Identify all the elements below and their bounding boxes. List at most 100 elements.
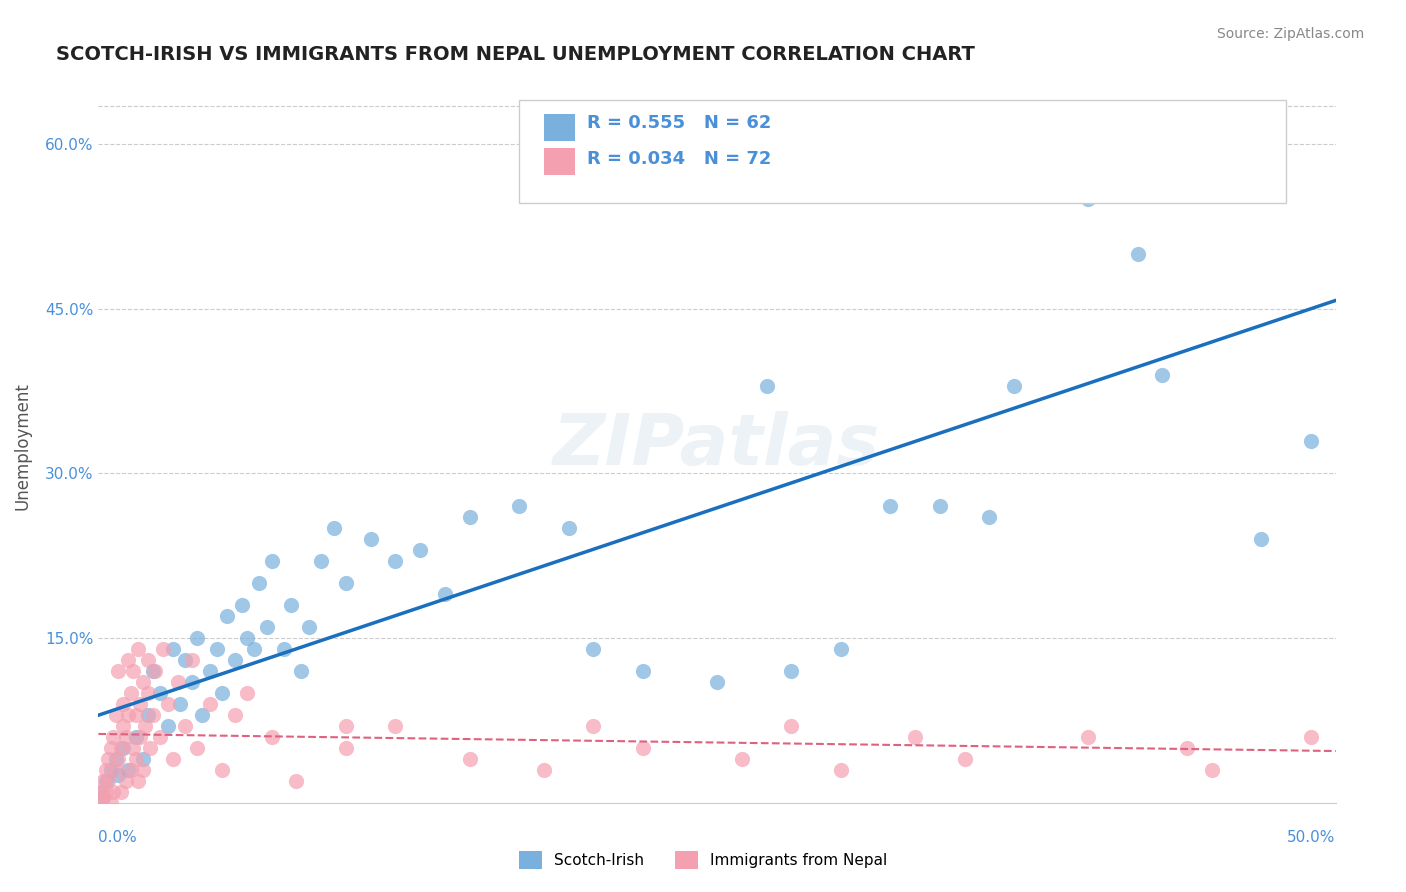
Point	[631, 740, 654, 755]
Point	[156, 697, 179, 711]
Point	[100, 763, 122, 777]
Point	[104, 708, 127, 723]
Point	[211, 763, 233, 777]
Text: SCOTCH-IRISH VS IMMIGRANTS FROM NEPAL UNEMPLOYMENT CORRELATION CHART: SCOTCH-IRISH VS IMMIGRANTS FROM NEPAL UN…	[56, 45, 976, 63]
Point	[731, 752, 754, 766]
Point	[1126, 247, 1149, 261]
Point	[384, 554, 406, 568]
Point	[143, 664, 166, 678]
Point	[557, 521, 579, 535]
Point	[166, 675, 188, 690]
Point	[631, 664, 654, 678]
Point	[335, 576, 357, 591]
Point	[186, 740, 208, 755]
Point	[1077, 192, 1099, 206]
Point	[124, 752, 146, 766]
Point	[120, 763, 142, 777]
Point	[136, 686, 159, 700]
Point	[979, 510, 1001, 524]
Point	[110, 740, 132, 755]
Point	[100, 796, 122, 810]
Point	[107, 768, 129, 782]
Point	[458, 752, 481, 766]
Point	[322, 521, 344, 535]
Point	[129, 697, 152, 711]
Point	[136, 653, 159, 667]
Point	[409, 543, 432, 558]
Point	[129, 730, 152, 744]
Point	[90, 785, 112, 799]
Text: 0.0%: 0.0%	[98, 830, 138, 845]
Point	[384, 719, 406, 733]
Point	[93, 773, 115, 788]
Point	[136, 708, 159, 723]
Point	[256, 620, 278, 634]
Point	[162, 752, 184, 766]
Text: R = 0.555   N = 62: R = 0.555 N = 62	[588, 114, 772, 132]
Point	[162, 642, 184, 657]
Point	[1299, 730, 1322, 744]
Point	[247, 576, 270, 591]
Point	[114, 773, 136, 788]
Point	[1250, 533, 1272, 547]
Point	[169, 697, 191, 711]
Point	[1002, 378, 1025, 392]
Point	[132, 763, 155, 777]
Point	[112, 740, 135, 755]
Point	[97, 752, 120, 766]
Point	[94, 763, 117, 777]
Point	[458, 510, 481, 524]
Point	[117, 653, 139, 667]
Point	[335, 719, 357, 733]
Point	[117, 763, 139, 777]
Point	[290, 664, 312, 678]
Point	[104, 763, 127, 777]
Point	[132, 752, 155, 766]
Point	[433, 587, 456, 601]
Point	[198, 664, 221, 678]
Point	[198, 697, 221, 711]
Point	[273, 642, 295, 657]
Point	[149, 730, 172, 744]
Point	[142, 708, 165, 723]
Point	[1201, 763, 1223, 777]
Text: R = 0.034   N = 72: R = 0.034 N = 72	[588, 150, 772, 168]
Point	[755, 378, 778, 392]
Y-axis label: Unemployment: Unemployment	[13, 382, 31, 510]
Point	[309, 554, 332, 568]
Point	[127, 642, 149, 657]
Point	[149, 686, 172, 700]
Point	[93, 790, 115, 805]
Text: 50.0%: 50.0%	[1288, 830, 1336, 845]
Point	[100, 740, 122, 755]
Point	[780, 719, 803, 733]
Point	[103, 785, 125, 799]
Point	[879, 500, 901, 514]
Point	[1028, 137, 1050, 152]
Point	[231, 598, 253, 612]
Point	[174, 719, 197, 733]
Point	[127, 773, 149, 788]
Point	[112, 719, 135, 733]
FancyBboxPatch shape	[519, 100, 1286, 203]
Point	[236, 686, 259, 700]
Bar	[544, 114, 575, 141]
Point	[134, 719, 156, 733]
Point	[186, 631, 208, 645]
Point	[107, 664, 129, 678]
Point	[94, 773, 117, 788]
Point	[132, 675, 155, 690]
Point	[224, 653, 246, 667]
Point	[904, 730, 927, 744]
Point	[533, 763, 555, 777]
Text: ZIPatlas: ZIPatlas	[554, 411, 880, 481]
Point	[953, 752, 976, 766]
Point	[508, 500, 530, 514]
Point	[706, 675, 728, 690]
Point	[205, 642, 228, 657]
Point	[1299, 434, 1322, 448]
Legend: Scotch-Irish, Immigrants from Nepal: Scotch-Irish, Immigrants from Nepal	[513, 845, 893, 875]
Point	[211, 686, 233, 700]
Point	[87, 796, 110, 810]
Point	[93, 790, 115, 805]
